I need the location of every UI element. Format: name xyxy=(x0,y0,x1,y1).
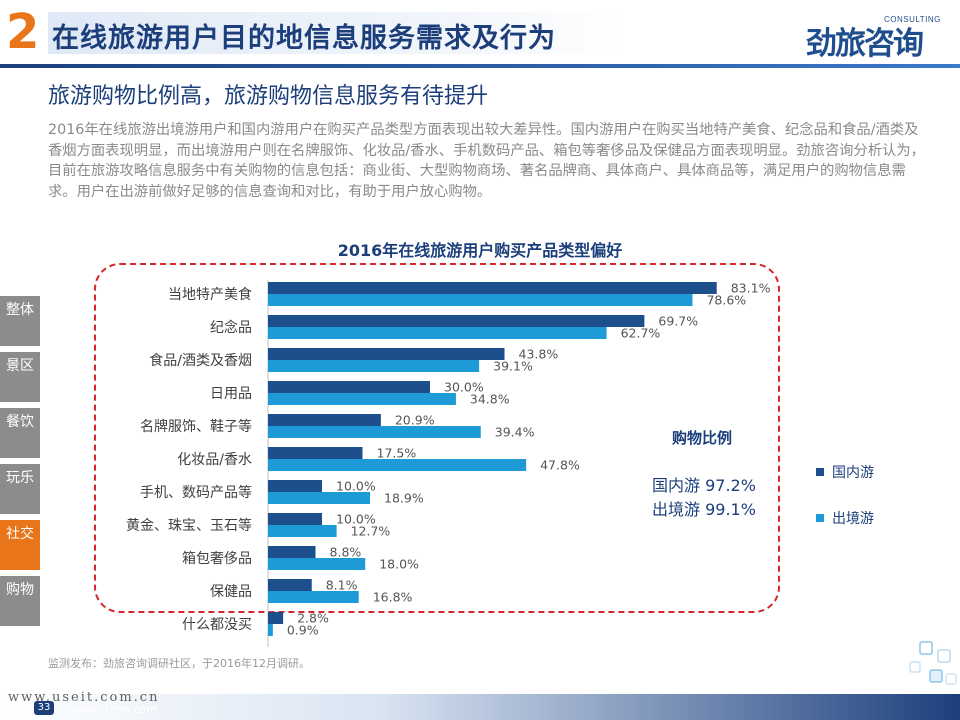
category-label: 名牌服饰、鞋子等 xyxy=(140,418,252,435)
category-label: 日用品 xyxy=(210,386,252,402)
bar-domestic xyxy=(268,447,363,459)
category-label: 黄金、珠宝、玉石等 xyxy=(126,517,252,534)
side-nav-label: 玩乐 xyxy=(6,470,34,486)
summary-domestic: 国内游 97.2% xyxy=(652,476,756,495)
highlight-dashed-box xyxy=(94,263,780,613)
bar-outbound xyxy=(268,558,366,570)
side-nav-item-shopping[interactable]: 购物 xyxy=(0,576,40,626)
side-nav-item-social[interactable]: 社交 xyxy=(0,520,40,570)
side-nav-item-dining[interactable]: 餐饮 xyxy=(0,408,40,458)
bar-domestic xyxy=(268,315,645,327)
data-label: 0.9% xyxy=(287,623,319,638)
category-label: 纪念品 xyxy=(210,319,252,336)
side-nav-label: 购物 xyxy=(6,582,34,598)
logo-text: 劲旅咨询 xyxy=(806,26,924,62)
bar-domestic xyxy=(268,546,316,558)
bar-outbound xyxy=(268,591,359,603)
data-label: 62.7% xyxy=(621,326,661,341)
side-nav-label: 社交 xyxy=(6,526,34,542)
source-note: 监测发布：劲旅咨询调研社区，于2016年12月调研。 xyxy=(48,657,310,670)
watermark-ctcnn: www.ctcnn.com xyxy=(70,703,157,716)
bar-domestic xyxy=(268,513,322,525)
side-nav-label: 景区 xyxy=(6,358,34,374)
bar-outbound xyxy=(268,327,607,339)
bar-domestic xyxy=(268,612,284,624)
bar-outbound xyxy=(268,492,371,504)
category-label: 箱包奢侈品 xyxy=(182,551,252,567)
footer-bar xyxy=(0,694,960,720)
page-number: 33 xyxy=(34,701,54,715)
data-label: 2.8% xyxy=(297,611,329,626)
bar-domestic xyxy=(268,579,312,591)
data-label: 30.0% xyxy=(444,380,484,395)
decorative-squares xyxy=(909,641,957,685)
data-label: 17.5% xyxy=(377,446,417,461)
bar-outbound xyxy=(268,360,480,372)
legend-swatch xyxy=(816,468,824,476)
subtitle: 旅游购物比例高，旅游购物信息服务有待提升 xyxy=(48,84,489,109)
bar-outbound xyxy=(268,525,337,537)
data-label: 39.1% xyxy=(493,359,533,374)
data-label: 20.9% xyxy=(395,413,435,428)
category-label: 食品/酒类及香烟 xyxy=(149,352,252,369)
logo-subtext: CONSULTING xyxy=(884,15,941,24)
bar-domestic xyxy=(268,348,505,360)
bar-outbound xyxy=(268,459,527,471)
bar-domestic xyxy=(268,480,322,492)
side-nav-label: 整体 xyxy=(6,302,34,318)
bar-outbound xyxy=(268,624,273,636)
legend-label: 出境游 xyxy=(832,511,874,527)
data-label: 69.7% xyxy=(658,314,698,329)
side-nav-item-entertainment[interactable]: 玩乐 xyxy=(0,464,40,514)
legend-item-domestic: 国内游 xyxy=(816,462,874,482)
side-nav-label: 餐饮 xyxy=(6,414,34,430)
summary-outbound: 出境游 99.1% xyxy=(652,500,756,519)
legend-label: 国内游 xyxy=(832,465,874,481)
data-label: 34.8% xyxy=(470,392,510,407)
data-label: 43.8% xyxy=(519,347,559,362)
header-rule xyxy=(0,64,960,68)
chart-title: 2016年在线旅游用户购买产品类型偏好 xyxy=(337,241,623,260)
data-label: 83.1% xyxy=(731,281,771,296)
bar-outbound xyxy=(268,393,456,405)
bar-domestic xyxy=(268,381,430,393)
category-label: 保健品 xyxy=(210,584,252,600)
data-label: 78.6% xyxy=(706,293,746,308)
data-label: 8.8% xyxy=(330,545,362,560)
data-label: 10.0% xyxy=(336,479,376,494)
page-title: 在线旅游用户目的地信息服务需求及行为 xyxy=(52,23,556,54)
intro-paragraph: 2016年在线旅游出境游用户和国内游用户在购买产品类型方面表现出较大差异性。国内… xyxy=(48,122,925,200)
data-label: 16.8% xyxy=(373,590,413,605)
side-nav-item-overall[interactable]: 整体 xyxy=(0,296,40,346)
category-label: 手机、数码产品等 xyxy=(140,484,252,501)
category-label: 什么都没买 xyxy=(182,617,252,633)
data-label: 18.9% xyxy=(384,491,424,506)
section-number: 2 xyxy=(6,4,40,60)
data-label: 39.4% xyxy=(495,425,535,440)
title-band xyxy=(48,12,628,54)
category-label: 化妆品/香水 xyxy=(177,452,252,468)
bar-outbound xyxy=(268,426,481,438)
legend-item-outbound: 出境游 xyxy=(816,508,874,528)
data-label: 10.0% xyxy=(336,512,376,527)
bar-domestic xyxy=(268,414,381,426)
data-label: 8.1% xyxy=(326,578,358,593)
category-label: 当地特产美食 xyxy=(168,286,252,303)
data-label: 12.7% xyxy=(351,524,391,539)
data-label: 47.8% xyxy=(540,458,580,473)
logo: 劲旅咨询 CONSULTING xyxy=(806,14,942,62)
summary-title: 购物比例 xyxy=(672,429,733,447)
bar-domestic xyxy=(268,282,717,294)
header: 2 在线旅游用户目的地信息服务需求及行为 劲旅咨询 CONSULTING xyxy=(0,0,960,62)
legend-swatch xyxy=(816,514,824,522)
side-nav-item-attractions[interactable]: 景区 xyxy=(0,352,40,402)
data-label: 18.0% xyxy=(379,557,419,572)
bar-outbound xyxy=(268,294,693,306)
